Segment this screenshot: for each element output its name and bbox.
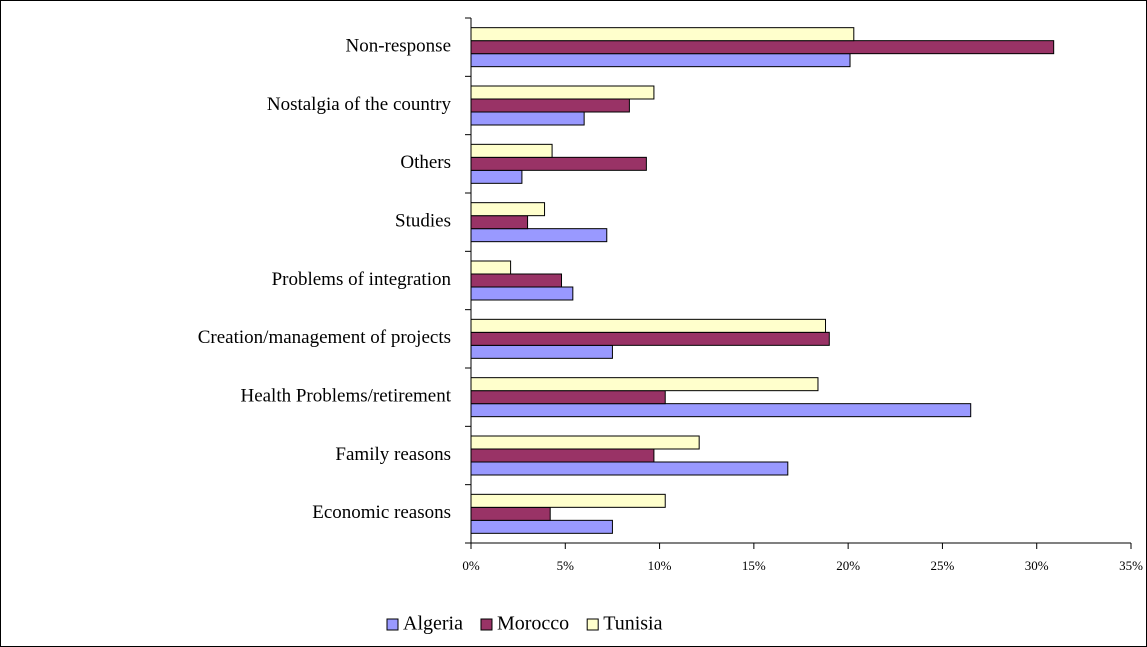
x-tick-label: 10% bbox=[648, 558, 672, 573]
bar bbox=[470, 53, 851, 68]
y-tick-label: Family reasons bbox=[335, 444, 451, 465]
y-tick-label: Nostalgia of the country bbox=[267, 94, 452, 115]
x-tick-label: 20% bbox=[836, 558, 860, 573]
legend-swatch bbox=[480, 618, 493, 631]
x-tick-label: 5% bbox=[557, 558, 575, 573]
bar bbox=[470, 448, 655, 463]
x-tick-label: 0% bbox=[462, 558, 480, 573]
bar bbox=[470, 202, 546, 217]
x-tick-label: 15% bbox=[742, 558, 766, 573]
bar bbox=[470, 228, 608, 243]
bar bbox=[470, 169, 523, 184]
y-tick-label: Studies bbox=[395, 211, 451, 232]
y-tick-label: Health Problems/retirement bbox=[240, 386, 451, 407]
bar bbox=[470, 461, 789, 476]
bar bbox=[470, 390, 666, 405]
x-tick-label: 30% bbox=[1025, 558, 1049, 573]
bar bbox=[470, 98, 630, 113]
bar bbox=[470, 377, 819, 392]
bar bbox=[470, 215, 529, 230]
bar bbox=[470, 331, 830, 346]
bar bbox=[470, 40, 1055, 55]
bar bbox=[470, 286, 574, 301]
bar bbox=[470, 435, 700, 450]
x-tick-label: 25% bbox=[931, 558, 955, 573]
bar bbox=[470, 143, 553, 158]
x-tick-label: 35% bbox=[1119, 558, 1143, 573]
y-tick-label: Others bbox=[400, 152, 451, 173]
bar bbox=[470, 111, 585, 126]
bar bbox=[470, 403, 972, 418]
y-tick-label: Creation/management of projects bbox=[198, 327, 451, 348]
bar bbox=[470, 260, 512, 275]
bar bbox=[470, 493, 666, 508]
y-tick-label: Non-response bbox=[345, 36, 451, 57]
bar bbox=[470, 27, 855, 42]
bar bbox=[470, 506, 551, 521]
bar bbox=[470, 318, 827, 333]
bar bbox=[470, 519, 613, 534]
bar bbox=[470, 344, 613, 359]
bar bbox=[470, 85, 655, 100]
legend-label: Tunisia bbox=[603, 613, 662, 635]
legend-swatch bbox=[386, 618, 399, 631]
y-tick-label: Problems of integration bbox=[272, 269, 452, 290]
y-tick-label: Economic reasons bbox=[312, 502, 451, 523]
bar bbox=[470, 156, 647, 171]
legend-label: Algeria bbox=[403, 613, 463, 635]
legend-label: Morocco bbox=[497, 613, 569, 635]
bar bbox=[470, 273, 563, 288]
legend-swatch bbox=[586, 618, 599, 631]
